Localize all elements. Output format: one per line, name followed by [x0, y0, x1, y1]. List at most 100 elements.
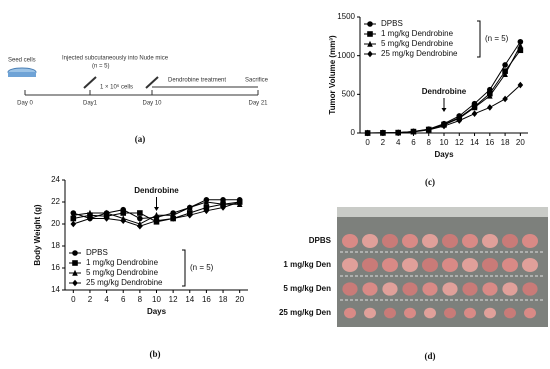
y-tick-label: 14 — [51, 285, 60, 294]
arrow-head — [154, 207, 159, 211]
marker — [153, 211, 160, 218]
legend-marker — [72, 260, 78, 266]
arrow-head — [441, 108, 447, 112]
y-tick-label: 0 — [351, 128, 356, 137]
y-tick-label: 18 — [51, 241, 60, 250]
x-tick-label: 6 — [411, 138, 416, 147]
marker — [502, 70, 508, 78]
panel-label: (a) — [135, 134, 146, 144]
tumor — [382, 282, 398, 296]
tumor — [462, 258, 478, 272]
legend-label: 1 mg/kg Dendrobine — [381, 29, 454, 38]
marker — [170, 211, 176, 218]
row-label: 25 mg/kg Den — [279, 308, 331, 317]
marker — [220, 200, 226, 207]
n-label: (n = 5) — [92, 64, 110, 70]
x-tick-label: 0 — [71, 295, 76, 304]
tumor — [382, 258, 398, 272]
marker — [203, 207, 210, 215]
tumor — [502, 234, 518, 248]
tumor — [522, 234, 538, 248]
x-tick-label: 18 — [501, 138, 510, 147]
legend-label: DPBS — [381, 19, 403, 28]
marker — [103, 209, 110, 216]
tumor — [384, 307, 396, 319]
y-tick-label: 1000 — [337, 51, 355, 60]
marker — [186, 204, 193, 211]
x-tick-label: 10 — [152, 295, 161, 304]
tumor — [362, 282, 378, 296]
tumor — [522, 258, 538, 272]
marker — [153, 217, 160, 224]
marker — [502, 95, 508, 103]
injected-label: Injected subcutaneously into Nude mice — [62, 56, 169, 62]
tumor — [444, 307, 456, 319]
panel-label: (d) — [425, 351, 436, 361]
x-axis-label: Days — [147, 307, 167, 316]
x-axis-label: Days — [434, 150, 454, 159]
marker — [471, 110, 478, 117]
panel-label: (c) — [425, 177, 435, 187]
marker — [70, 211, 77, 218]
legend-label: 1 mg/kg Dendrobine — [86, 258, 159, 267]
syringe — [145, 76, 159, 89]
row-label: DPBS — [309, 236, 332, 245]
x-tick-label: 18 — [219, 295, 228, 304]
x-tick-label: 20 — [235, 295, 244, 304]
marker — [137, 210, 143, 216]
tumor — [504, 307, 516, 319]
x-tick-label: 12 — [455, 138, 464, 147]
x-tick-label: 4 — [396, 138, 401, 147]
marker — [220, 197, 226, 203]
x-tick-label: 16 — [202, 295, 211, 304]
tumor — [402, 258, 418, 272]
legend-note: (n = 5) — [485, 34, 509, 43]
marker — [170, 215, 176, 222]
x-tick-label: 20 — [516, 138, 525, 147]
y-tick-label: 20 — [51, 219, 60, 228]
marker — [410, 128, 417, 136]
legend-marker — [72, 279, 78, 287]
x-tick-label: 8 — [138, 295, 143, 304]
legend-note: (n = 5) — [190, 263, 214, 272]
x-tick-label: 14 — [470, 138, 479, 147]
tumor — [442, 258, 458, 272]
marker — [395, 129, 401, 136]
y-axis-label: Body Weight (g) — [33, 204, 42, 266]
tumor — [442, 234, 458, 248]
tumor — [422, 258, 438, 272]
x-tick-label: 0 — [365, 138, 370, 147]
x-tick-label: 8 — [427, 138, 432, 147]
marker — [471, 104, 478, 111]
tumor — [482, 258, 498, 272]
marker — [456, 117, 463, 124]
annotation: Dendrobine — [134, 186, 179, 195]
legend-label: 25 mg/kg Dendrobine — [86, 278, 163, 287]
annotation: Dendrobine — [422, 87, 467, 96]
day-label: Day 10 — [142, 101, 162, 107]
tumor — [524, 307, 536, 319]
marker — [487, 104, 493, 111]
tumor — [382, 234, 398, 248]
x-tick-label: 12 — [169, 295, 178, 304]
legend-marker — [72, 269, 78, 276]
marker — [220, 204, 226, 211]
marker — [487, 92, 493, 99]
tumor — [422, 282, 438, 296]
photo: DPBS 1 mg/kg Den 5 mg/kg Den 25 mg/kg De… — [279, 207, 548, 327]
marker — [364, 129, 371, 137]
marker — [186, 211, 193, 219]
marker — [87, 209, 93, 216]
marker — [70, 215, 77, 222]
marker — [203, 198, 210, 205]
row-label: 1 mg/kg Den — [283, 260, 331, 269]
tumor — [362, 258, 378, 272]
row-label: 5 mg/kg Den — [283, 284, 331, 293]
y-tick-label: 22 — [51, 197, 60, 206]
x-tick-label: 2 — [88, 295, 93, 304]
marker — [502, 62, 508, 68]
legend-marker — [367, 40, 373, 47]
y-axis-label: Tumor Volume (mm³) — [328, 35, 337, 115]
tumor — [402, 282, 418, 296]
tumor — [482, 282, 498, 296]
